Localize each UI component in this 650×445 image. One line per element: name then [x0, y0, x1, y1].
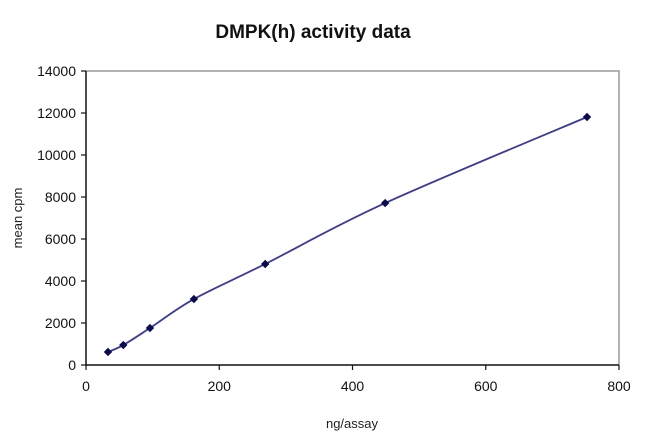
- x-axis-label: ng/assay: [326, 416, 379, 431]
- series-line: [107, 116, 588, 353]
- plot-area: 0 2000 4000 6000 8000 10000 12000 14000 0 200 400 6…: [37, 63, 631, 394]
- data-point-diamond-icon: [103, 347, 113, 357]
- data-point-diamond-icon: [380, 198, 390, 208]
- y-axis-label: mean cpm: [10, 188, 25, 249]
- y-tick-label: 12000: [37, 105, 76, 121]
- data-point-diamond-icon: [582, 112, 592, 122]
- x-tick-label: 800: [607, 378, 631, 394]
- y-tick-label: 14000: [37, 63, 76, 79]
- y-tick-label: 2000: [45, 315, 76, 331]
- y-tick-label: 4000: [45, 273, 76, 289]
- y-tick-label: 10000: [37, 147, 76, 163]
- data-point-diamond-icon: [145, 323, 155, 333]
- x-tick-label: 400: [341, 378, 365, 394]
- data-point-diamond-icon: [261, 259, 270, 269]
- data-point-diamond-icon: [119, 340, 128, 350]
- y-tick-label: 0: [68, 357, 76, 373]
- y-tick-label: 6000: [45, 231, 76, 247]
- x-tick-label: 600: [474, 378, 498, 394]
- chart-title: DMPK(h) activity data: [215, 22, 411, 43]
- plot-frame: [86, 70, 620, 365]
- data-point-diamond-icon: [189, 294, 199, 304]
- x-tick-label: 200: [208, 378, 232, 394]
- x-tick-label: 0: [82, 378, 90, 394]
- y-tick-label: 8000: [45, 189, 76, 205]
